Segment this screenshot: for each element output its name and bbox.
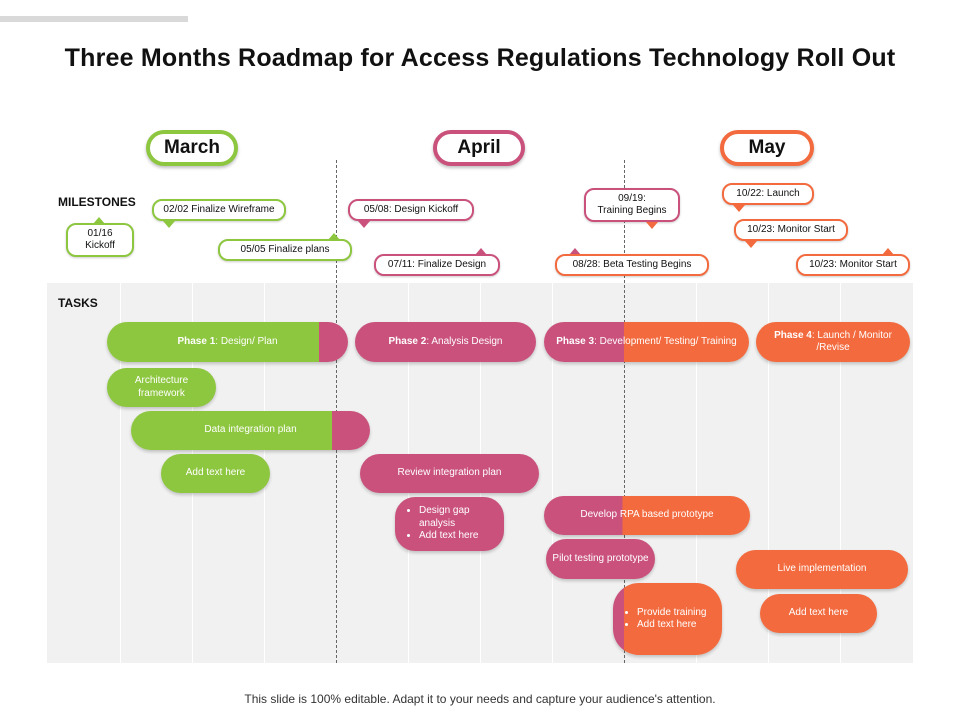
milestone-callout: 02/02 Finalize Wireframe [152,199,286,221]
phase-1-bar: Phase 1: Design/ Plan [107,322,348,362]
task-develop-rpa-prototype: Develop RPA based prototype [544,496,750,535]
phase-4-bar: Phase 4: Launch / Monitor /Revise [756,322,910,362]
callout-pointer [358,221,370,228]
bullet-item: Add text here [637,619,706,632]
callout-pointer [93,217,105,224]
grid-line [768,283,769,663]
milestone-callout: 10/22: Launch [722,183,814,205]
grid-line [552,283,553,663]
phase-name: Phase 2 [388,335,427,347]
task-live-implementation: Live implementation [736,550,908,589]
callout-pointer [733,205,745,212]
task-design-gap-analysis: Design gap analysis Add text here [395,497,504,551]
footer-note: This slide is 100% editable. Adapt it to… [244,692,716,706]
month-divider [624,160,625,663]
task-data-integration-plan: Data integration plan [131,411,370,450]
month-march: March [146,130,238,166]
month-april: April [433,130,525,166]
bullet-item: Add text here [419,530,494,543]
page-title: Three Months Roadmap for Access Regulati… [64,44,896,72]
task-pilot-testing-prototype: Pilot testing prototype [546,539,655,579]
milestone-callout: 10/23: Monitor Start [734,219,848,241]
bullet-item: Provide training [637,607,706,620]
callout-pointer [882,248,894,255]
milestone-callout: 07/11: Finalize Design [374,254,500,276]
top-accent-bar [0,16,188,22]
phase-2-bar: Phase 2: Analysis Design [355,322,536,362]
milestone-callout: 10/23: Monitor Start [796,254,910,276]
milestone-callout: 01/16 Kickoff [66,223,134,257]
callout-pointer [163,221,175,228]
callout-pointer [745,241,757,248]
milestone-callout: 08/28: Beta Testing Begins [555,254,709,276]
task-add-text: Add text here [161,454,270,493]
phase-desc: : Launch / Monitor /Revise [811,329,892,354]
bullet-item: Design gap analysis [419,505,494,530]
phase-desc: : Analysis Design [426,335,503,347]
milestone-callout: 05/08: Design Kickoff [348,199,474,221]
grid-line [696,283,697,663]
callout-pointer [475,248,487,255]
phase-3-bar: Phase 3: Development/ Testing/ Training [544,322,749,362]
callout-pointer [646,222,658,229]
tasks-label: TASKS [58,296,98,310]
milestone-callout: 05/05 Finalize plans [218,239,352,261]
task-review-integration-plan: Review integration plan [360,454,539,493]
callout-pointer [569,248,581,255]
grid-line [840,283,841,663]
phase-name: Phase 3 [556,335,595,347]
phase-name: Phase 4 [774,329,812,341]
grid-line [120,283,121,663]
callout-pointer [328,233,340,240]
phase-desc: : Design/ Plan [215,335,278,347]
milestone-callout: 09/19: Training Begins [584,188,680,222]
month-may: May [720,130,814,166]
task-provide-training: Provide training Add text here [613,583,722,655]
phase-desc: : Development/ Testing/ Training [594,335,737,347]
phase-name: Phase 1 [177,335,216,347]
milestones-label: MILESTONES [58,195,136,209]
task-add-text: Add text here [760,594,877,633]
task-architecture-framework: Architecture framework [107,368,216,407]
